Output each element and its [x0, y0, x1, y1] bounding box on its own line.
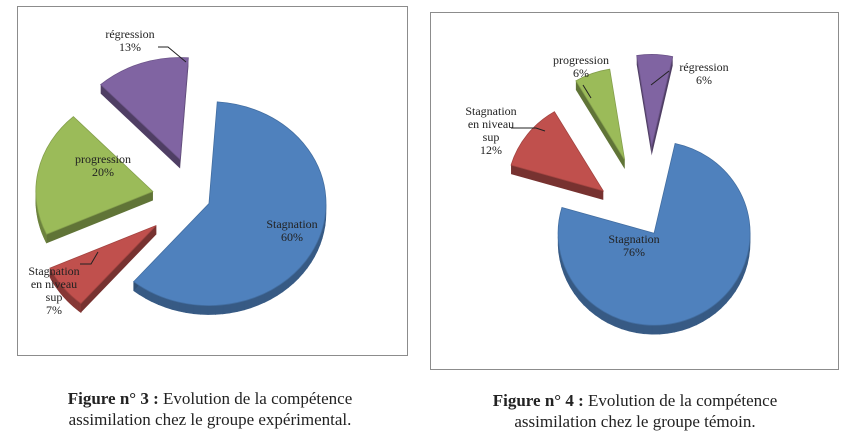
pie-figure-3-stagnation-label: Stagnation 60% — [266, 217, 317, 244]
pie-figure-4-stagnation-niveau-sup-slice — [510, 111, 605, 192]
pie-figure-3-regression-leader-line — [158, 46, 187, 63]
pie-figure-4-stagnation-niveau-sup-leader-line — [511, 127, 546, 132]
chart-panel-figure-4: Stagnation 76% Stagnation en niveau sup 12% pr… — [430, 12, 839, 370]
pie-figure-3-stagnation-side-segment — [207, 305, 216, 315]
pie-figure-3-progression-label: progression 20% — [75, 152, 131, 179]
pie-figure-3-stagnation-niveau-sup-slice — [49, 225, 157, 305]
pie-figure-4-regression-label: régression 6% — [679, 60, 728, 87]
pie-figure-3-stagnation-niveau-sup-cut-face — [80, 225, 157, 313]
figure-4-caption: Figure n° 4 : Evolution de la compétence… — [445, 390, 825, 432]
pie-figure-4-regression-leader-line — [650, 70, 670, 86]
figure-4-caption-text: Evolution de la compétence — [587, 391, 778, 410]
pie-figure-4-progression-label: progression 6% — [553, 53, 609, 80]
figure-4-caption-line2: assimilation chez le groupe témoin. — [514, 412, 756, 431]
pie-figure-3-stagnation-niveau-sup-leader-line — [80, 251, 99, 265]
pie-figure-4-stagnation-side-segment — [651, 324, 660, 335]
pie-chart-figure-4: Stagnation 76% Stagnation en niveau sup 12% pr… — [465, 53, 751, 335]
pie-figure-3-stagnation-side-segment — [222, 303, 231, 315]
pie-figure-3-regression-slice — [100, 57, 189, 161]
pie-figure-3-progression-slice — [35, 116, 154, 235]
chart-panel-figure-3: Stagnation 60% Stagnation en niveau sup 7% pro… — [17, 6, 408, 356]
pie-figure-3-stagnation-side-segment — [200, 305, 209, 315]
pie-figure-3-stagnation-niveau-sup-label: Stagnation en niveau sup 7% — [28, 264, 79, 317]
figure-4-caption-prefix: Figure n° 4 : — [492, 391, 584, 410]
pie-figure-4-progression-slice — [575, 68, 626, 161]
figure-3-caption-line2: assimilation chez le groupe expérimental… — [68, 410, 352, 429]
pie-figure-3-regression-cut-face — [100, 84, 181, 169]
figure-3-caption: Figure n° 3 : Evolution de la compétence… — [20, 388, 400, 430]
pie-figure-3-stagnation-side-segment — [215, 304, 224, 315]
pie-chart-figure-3: Stagnation 60% Stagnation en niveau sup 7% pro… — [28, 27, 327, 317]
pie-figure-3-stagnation-side-segment — [185, 303, 194, 315]
pie-figure-4-stagnation-slice — [557, 143, 751, 326]
pie-figure-4-stagnation-niveau-sup-label: Stagnation en niveau sup 12% — [465, 104, 516, 157]
pie-figure-4-stagnation-label: Stagnation 76% — [608, 232, 659, 259]
pie-figure-4-stagnation-niveau-sup-cut-face — [511, 165, 604, 200]
pie-figure-3-regression-label: régression 13% — [105, 27, 154, 54]
pie-figure-3-progression-cut-face — [46, 191, 153, 244]
pie-figure-4-stagnation-side-segment — [666, 322, 675, 334]
pie-figure-4-regression-slice — [636, 54, 674, 147]
pie-figure-3-stagnation-side-segment — [193, 304, 201, 315]
pie-figure-4-stagnation-side-segment — [643, 324, 653, 335]
pie-figure-4-regression-cut-face — [651, 56, 673, 156]
pie-figure-4-progression-leader-line — [582, 84, 592, 99]
figure-3-caption-text: Evolution de la compétence — [162, 389, 353, 408]
pie-figure-4-stagnation-side-segment — [659, 324, 668, 335]
pie-figure-4-progression-cut-face — [575, 80, 625, 170]
pie-figure-3-stagnation-slice — [133, 101, 327, 306]
figure-3-caption-prefix: Figure n° 3 : — [67, 389, 159, 408]
pie-figure-4-stagnation-side-segment — [636, 323, 645, 335]
